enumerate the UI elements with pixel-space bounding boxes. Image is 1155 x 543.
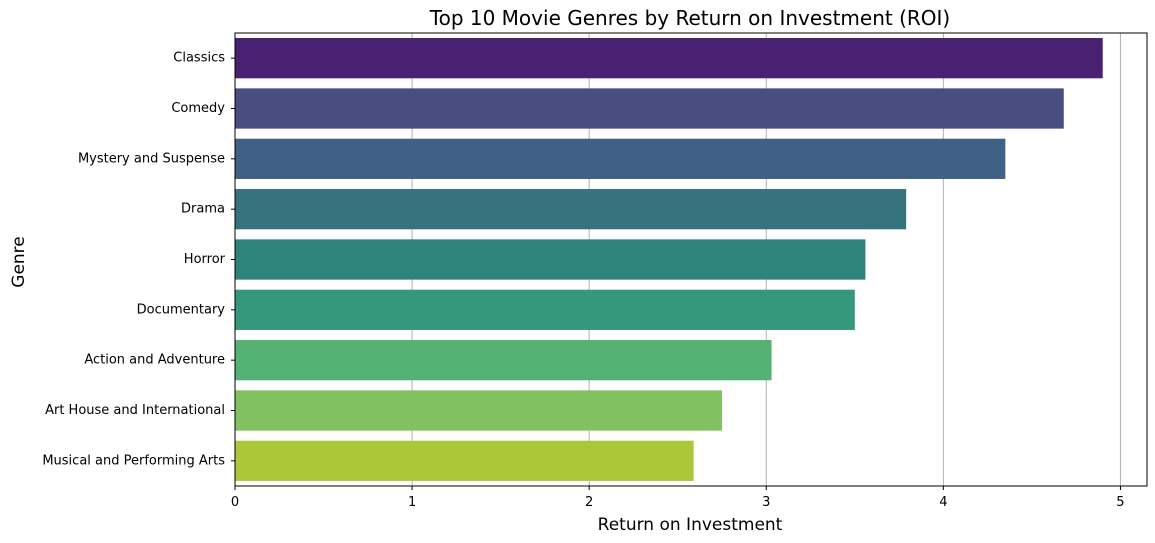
x-tick-label: 4	[939, 495, 947, 510]
chart-title: Top 10 Movie Genres by Return on Investm…	[429, 6, 950, 30]
x-tick-label: 2	[585, 495, 593, 510]
bar	[235, 138, 1006, 179]
x-axis-label: Return on Investment	[598, 515, 783, 535]
x-tick-label: 1	[408, 495, 416, 510]
y-tick-label: Mystery and Suspense	[78, 151, 225, 166]
bar	[235, 239, 866, 280]
y-tick-label: Action and Adventure	[84, 353, 225, 368]
y-tick-label: Documentary	[137, 302, 226, 317]
bar	[235, 189, 907, 230]
x-axis-ticks: 0 1 2 3 4 5	[231, 486, 1125, 510]
y-tick-label: Classics	[173, 51, 225, 66]
y-axis-label: Genre	[9, 236, 29, 287]
bar	[235, 340, 772, 381]
x-tick-label: 3	[762, 495, 770, 510]
y-tick-label: Art House and International	[45, 403, 225, 418]
x-tick-label: 5	[1116, 495, 1124, 510]
bar	[235, 88, 1064, 129]
x-tick-label: 0	[231, 495, 239, 510]
bars	[235, 38, 1103, 481]
y-tick-label: Drama	[181, 202, 225, 217]
bar	[235, 390, 722, 431]
bar	[235, 440, 694, 481]
y-tick-label: Comedy	[171, 101, 225, 116]
bar	[235, 38, 1103, 79]
y-tick-label: Musical and Performing Arts	[42, 453, 225, 468]
bar	[235, 289, 855, 330]
y-tick-label: Horror	[184, 252, 226, 267]
y-axis-ticks: Classics Comedy Mystery and Suspense Drama H…	[42, 51, 235, 468]
